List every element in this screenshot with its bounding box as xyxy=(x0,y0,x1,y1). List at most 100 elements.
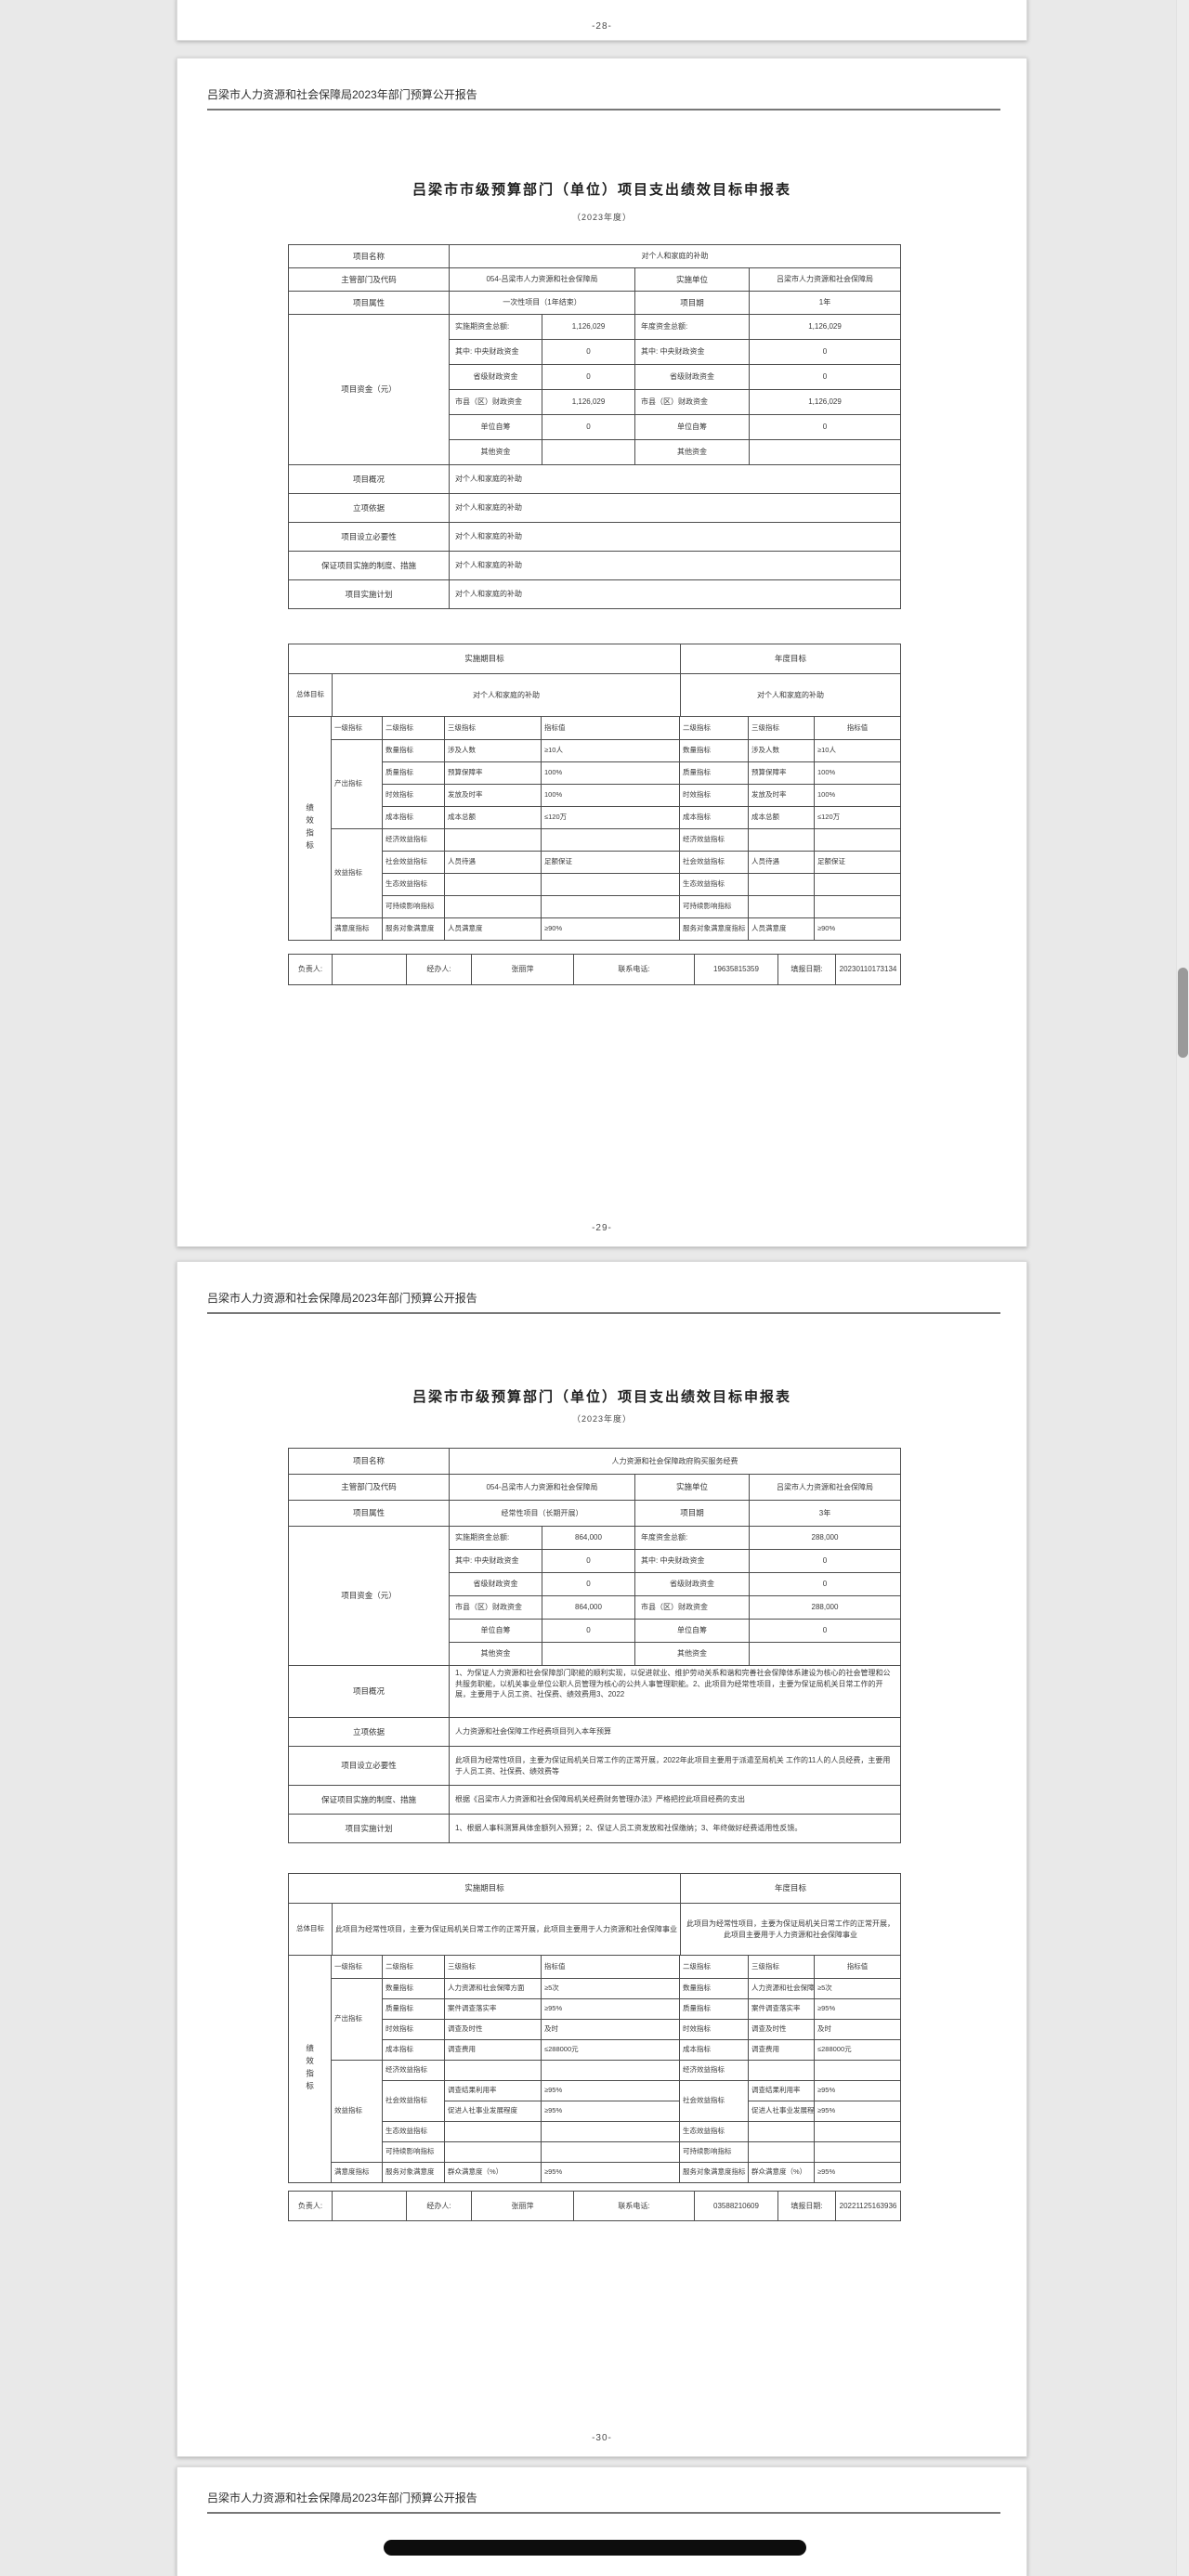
value-cell: 吕梁市人力资源和社会保障局 xyxy=(748,267,902,292)
indicator-cell xyxy=(748,2060,815,2081)
fund-value-cell xyxy=(542,439,635,465)
project-description-table: 项目概况 对个人和家庭的补助 立项依据 对个人和家庭的补助 项目设立必要性 对个人和家庭的… xyxy=(288,464,901,609)
label-cell: 项目属性 xyxy=(288,1500,450,1527)
indicator-cell: 预算保障率 xyxy=(748,761,815,785)
indicator-cell xyxy=(748,2121,815,2142)
indicator-cell: 生态效益指标 xyxy=(679,2121,749,2142)
page-29: 吕梁市人力资源和社会保障局2023年部门预算公开报告 吕梁市市级预算部门（单位）项… xyxy=(176,58,1027,1247)
indicator-cell xyxy=(814,2121,901,2142)
indicator-cell xyxy=(541,2141,680,2163)
indicator-cell: ≥90% xyxy=(541,917,680,941)
fund-sublabel-cell: 其中: 中央财政资金 xyxy=(449,339,542,365)
indicator-cell: 调查结果利用率 xyxy=(748,2080,815,2101)
indicator-cell: 涉及人数 xyxy=(748,739,815,762)
indicator-cell: 数量指标 xyxy=(679,1978,749,1999)
date-label: 填报日期: xyxy=(777,954,836,985)
description-cell: 此项目为经常性项目，主要为保证局机关日常工作的正常开展，2022年此项目主要用于… xyxy=(449,1746,901,1786)
indicator-cell: 时效指标 xyxy=(382,784,445,807)
impl-goal-header: 实施期目标 xyxy=(287,644,682,674)
fund-value-cell: 0 xyxy=(542,1572,635,1596)
handler-value: 张丽萍 xyxy=(471,2191,574,2221)
project-info-section: 项目名称 人力资源和社会保障政府购买服务经费 主管部门及代码 054-吕梁市人力资源和… xyxy=(288,1448,902,1843)
indicator-cell: 人员待遇 xyxy=(748,851,815,874)
scrollbar-track[interactable] xyxy=(1176,0,1189,2576)
indicator-cell: ≥95% xyxy=(814,2162,901,2183)
indicator-cell xyxy=(444,2141,542,2163)
value-cell: 吕梁市人力资源和社会保障局 xyxy=(748,1474,902,1501)
indicator-cell: 调查费用 xyxy=(444,2039,542,2061)
fund-sublabel-cell: 其他资金 xyxy=(634,439,750,465)
indicator-cell: 涉及人数 xyxy=(444,739,542,762)
fund-value-cell: 0 xyxy=(542,1549,635,1573)
indicator-cell: 社会效益指标 xyxy=(679,851,749,874)
fund-value-cell: 288,000 xyxy=(749,1595,901,1620)
indicator-cell: 成本指标 xyxy=(679,806,749,829)
indicator-header-cell: 指标值 xyxy=(814,1955,901,1979)
indicator-cell: ≥5次 xyxy=(541,1978,680,1999)
phone-label: 联系电话: xyxy=(573,2191,695,2221)
impl-goal-cell: 对个人和家庭的补助 xyxy=(331,673,682,717)
fund-value-cell: 0 xyxy=(749,414,901,440)
value-cell: 054-吕梁市人力资源和社会保障局 xyxy=(449,267,635,292)
label-cell: 项目概况 xyxy=(288,464,450,494)
indicator-cell: 100% xyxy=(814,784,901,807)
indicator-cell xyxy=(814,2141,901,2163)
label-cell: 项目设立必要性 xyxy=(288,522,450,552)
document-header: 吕梁市人力资源和社会保障局2023年部门预算公开报告 xyxy=(207,86,1000,111)
indicator-header-cell: 指标值 xyxy=(541,1955,680,1979)
indicator-cell: 人力资源和社会保障方面 xyxy=(444,1978,542,1999)
phone-value: 03588210609 xyxy=(694,2191,778,2221)
project-description-table: 项目概况 1、为保证人力资源和社会保障部门职能的顺利实现，以促进就业、维护劳动关系… xyxy=(288,1665,901,1843)
indicator-cell: 质量指标 xyxy=(679,1998,749,2020)
fund-sublabel-cell: 省级财政资金 xyxy=(634,364,750,390)
date-value: 20230110173134 xyxy=(835,954,901,985)
project-info-table: 项目名称 人力资源和社会保障政府购买服务经费 主管部门及代码 054-吕梁市人力资源和… xyxy=(288,1448,902,1527)
scrollbar-thumb[interactable] xyxy=(1178,968,1188,1058)
description-cell: 1、为保证人力资源和社会保障部门职能的顺利实现，以促进就业、维护劳动关系和谐和完… xyxy=(449,1665,901,1718)
fund-value-cell: 1,126,029 xyxy=(749,314,901,340)
indicator-cell: 服务对象满意度指标 xyxy=(679,2162,749,2183)
indicator-cell: 可持续影响指标 xyxy=(679,895,749,918)
indicator-cell: 生态效益指标 xyxy=(679,873,749,896)
project-info-section: 项目名称 对个人和家庭的补助 主管部门及代码 054-吕梁市人力资源和社会保障局 实施单… xyxy=(288,244,902,609)
label-cell: 实施单位 xyxy=(634,267,750,292)
indicator-header-cell: 三级指标 xyxy=(748,1955,815,1979)
fund-value-cell: 0 xyxy=(542,339,635,365)
indicator-header-cell: 一级指标 xyxy=(331,1955,383,1979)
indicator-cell: 可持续影响指标 xyxy=(382,895,445,918)
indicator-cell: 案件调查落实率 xyxy=(444,1998,542,2020)
project-funds-table: 项目资金（元） 实施期资金总额: 864,000 年度资金总额: 288,000 其中: … xyxy=(288,1526,901,1666)
fund-sublabel-cell: 其他资金 xyxy=(634,1642,750,1666)
indicator-cell: 人员待遇 xyxy=(444,851,542,874)
indicator-header-cell: 一级指标 xyxy=(331,716,383,740)
indicator-cell: 生态效益指标 xyxy=(382,2121,445,2142)
fund-sublabel-cell: 其他资金 xyxy=(449,439,542,465)
indicator-cell: 人力资源和社会保障方面 xyxy=(748,1978,815,1999)
description-cell: 对个人和家庭的补助 xyxy=(449,464,901,494)
description-cell: 对个人和家庭的补助 xyxy=(449,579,901,609)
indicator-cell: 成本指标 xyxy=(382,2039,445,2061)
indicator-cell xyxy=(814,873,901,896)
document-header: 吕梁市人力资源和社会保障局2023年部门预算公开报告 xyxy=(207,1290,1000,1314)
year-goal-header: 年度目标 xyxy=(680,1873,902,1904)
fund-sublabel-cell: 单位自筹 xyxy=(449,414,542,440)
indicator-cell xyxy=(541,828,680,852)
label-cell: 项目名称 xyxy=(288,1448,450,1475)
fund-value-cell: 864,000 xyxy=(542,1526,635,1550)
indicator-cell xyxy=(814,828,901,852)
indicator-cell: 质量指标 xyxy=(679,761,749,785)
indicator-cell: 人员满意度 xyxy=(748,917,815,941)
fund-value-cell: 0 xyxy=(542,364,635,390)
indicator-header-cell: 二级指标 xyxy=(679,1955,749,1979)
page-28-partial: -28- xyxy=(176,0,1027,41)
fund-sublabel-cell: 省级财政资金 xyxy=(634,1572,750,1596)
funds-label-cell: 项目资金（元） xyxy=(288,1526,450,1666)
indicator-cell: 成本指标 xyxy=(679,2039,749,2061)
fund-sublabel-cell: 单位自筹 xyxy=(449,1619,542,1643)
indicator-cell: 经济效益指标 xyxy=(382,828,445,852)
indicator-cell: ≥95% xyxy=(541,2101,680,2122)
indicator-cell: 时效指标 xyxy=(679,784,749,807)
indicator-cell: 案件调查落实率 xyxy=(748,1998,815,2020)
year-goal-cell: 此项目为经常性项目，主要为保证局机关日常工作的正常开展，此项目主要用于人力资源和… xyxy=(680,1903,902,1956)
description-cell: 人力资源和社会保障工作经费项目列入本年预算 xyxy=(449,1717,901,1747)
